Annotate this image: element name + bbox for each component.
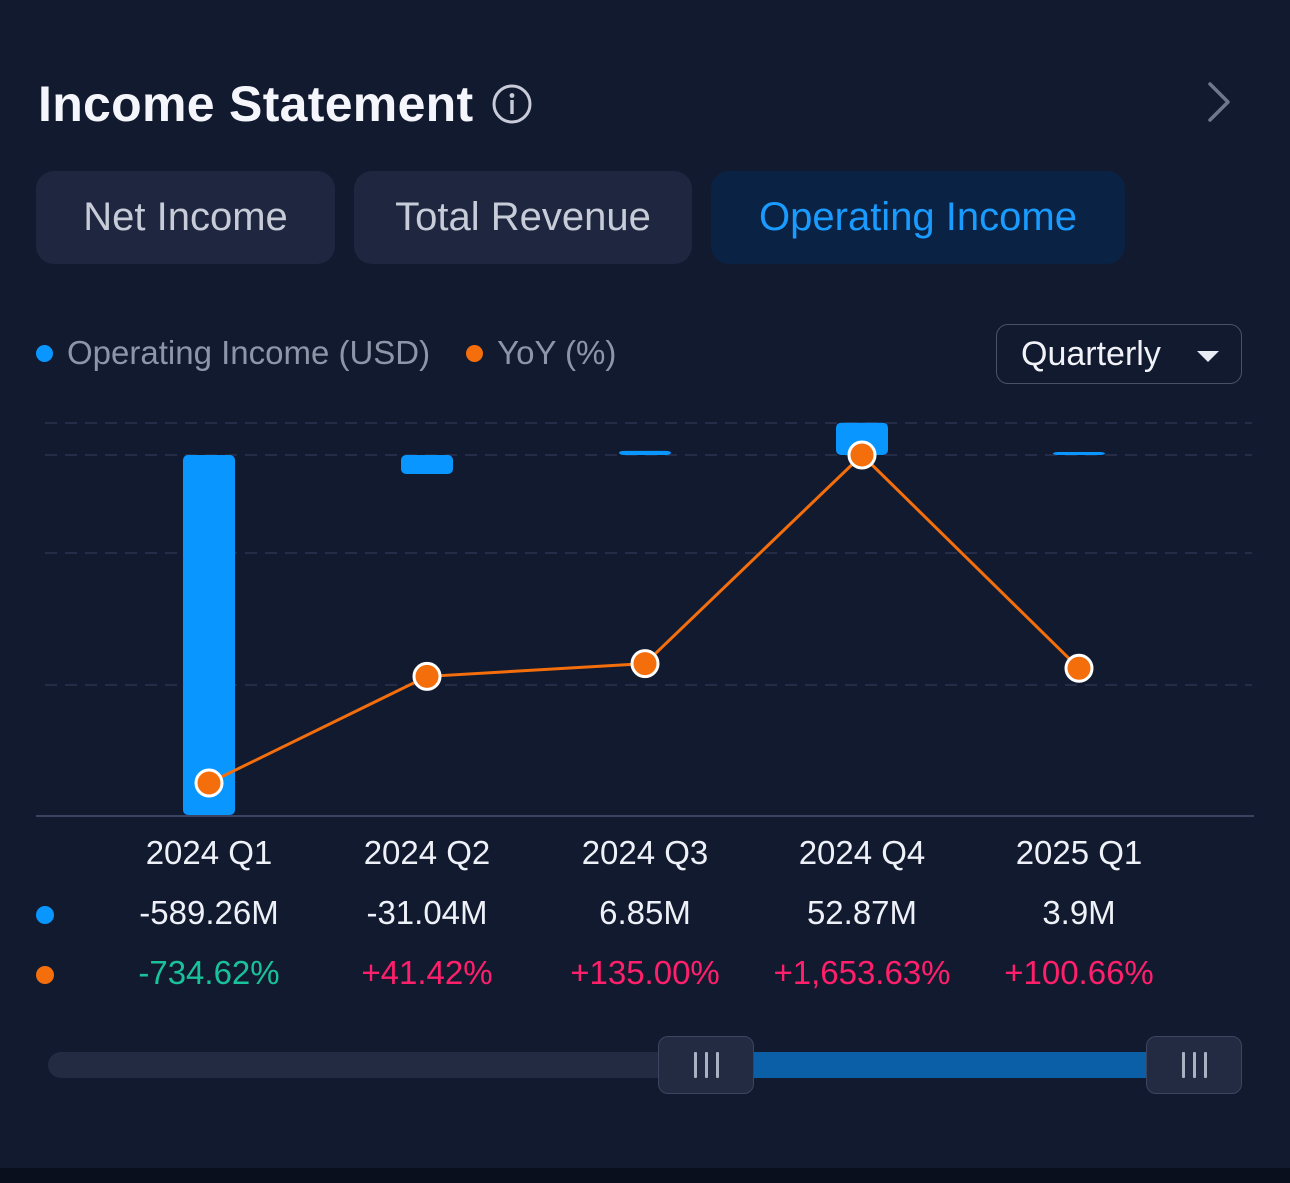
yoy-point [412, 661, 442, 691]
tab-total-revenue[interactable]: Total Revenue [354, 171, 692, 264]
tab-net-income[interactable]: Net Income [36, 171, 335, 264]
period-label: 2024 Q1 [145, 834, 273, 871]
yoy-cell: +41.42% [361, 954, 493, 991]
yoy-cell: +1,653.63% [773, 954, 951, 991]
caret-down-icon [1197, 351, 1219, 362]
yoy-point [194, 768, 224, 798]
range-slider-selection [750, 1052, 1170, 1078]
value-cell: -31.04M [366, 894, 488, 931]
legend-label: Operating Income (USD) [67, 334, 431, 371]
values-row-dot-icon [36, 906, 54, 924]
period-label: 2024 Q2 [363, 834, 491, 871]
bottom-divider [0, 1168, 1290, 1183]
operating-income-bar [619, 450, 671, 455]
metric-tabs: Net Income Total Revenue Operating Incom… [36, 171, 1144, 264]
info-icon[interactable] [491, 83, 533, 125]
tab-operating-income[interactable]: Operating Income [711, 171, 1125, 264]
yoy-cell: -734.62% [138, 954, 280, 991]
yoy-line [208, 452, 1081, 785]
operating-income-bar [1053, 452, 1105, 455]
legend-label: YoY (%) [497, 334, 617, 371]
yoy-point [847, 440, 877, 470]
range-slider-left-handle[interactable] [658, 1036, 754, 1094]
period-dropdown-value: Quarterly [1021, 334, 1161, 373]
period-label: 2024 Q3 [581, 834, 709, 871]
range-slider-right-handle[interactable] [1146, 1036, 1242, 1094]
combo-chart [36, 422, 1254, 817]
legend-dot-icon [466, 344, 484, 362]
yoy-cell: +135.00% [570, 954, 720, 991]
chevron-right-icon[interactable] [1198, 80, 1238, 124]
operating-income-bar [836, 422, 888, 455]
yoy-row: -734.62% +41.42% +135.00% +1,653.63% +10… [0, 954, 1290, 1004]
period-labels-row: 2024 Q1 2024 Q2 2024 Q3 2024 Q4 2025 Q1 [0, 834, 1290, 884]
yoy-cell: +100.66% [1004, 954, 1154, 991]
period-dropdown[interactable]: Quarterly [996, 324, 1242, 384]
legend-item-operating-income: Operating Income (USD) [36, 334, 430, 372]
value-cell: 3.9M [1042, 894, 1116, 931]
value-cell: 6.85M [599, 894, 691, 931]
operating-income-bar [401, 455, 453, 474]
value-cell: 52.87M [806, 894, 918, 931]
yoy-point [1064, 653, 1094, 683]
period-label: 2024 Q4 [798, 834, 926, 871]
chart-legend: Operating Income (USD) YoY (%) [36, 334, 652, 372]
card-header: Income Statement [38, 72, 533, 136]
value-cell: -589.26M [139, 894, 279, 931]
period-label: 2025 Q1 [1015, 834, 1143, 871]
yoy-row-dot-icon [36, 966, 54, 984]
card-title: Income Statement [38, 76, 474, 132]
legend-item-yoy: YoY (%) [466, 334, 616, 372]
values-row: -589.26M -31.04M 6.85M 52.87M 3.9M [0, 894, 1290, 944]
legend-dot-icon [36, 344, 53, 362]
operating-income-bar [183, 455, 235, 815]
yoy-point [630, 649, 660, 679]
